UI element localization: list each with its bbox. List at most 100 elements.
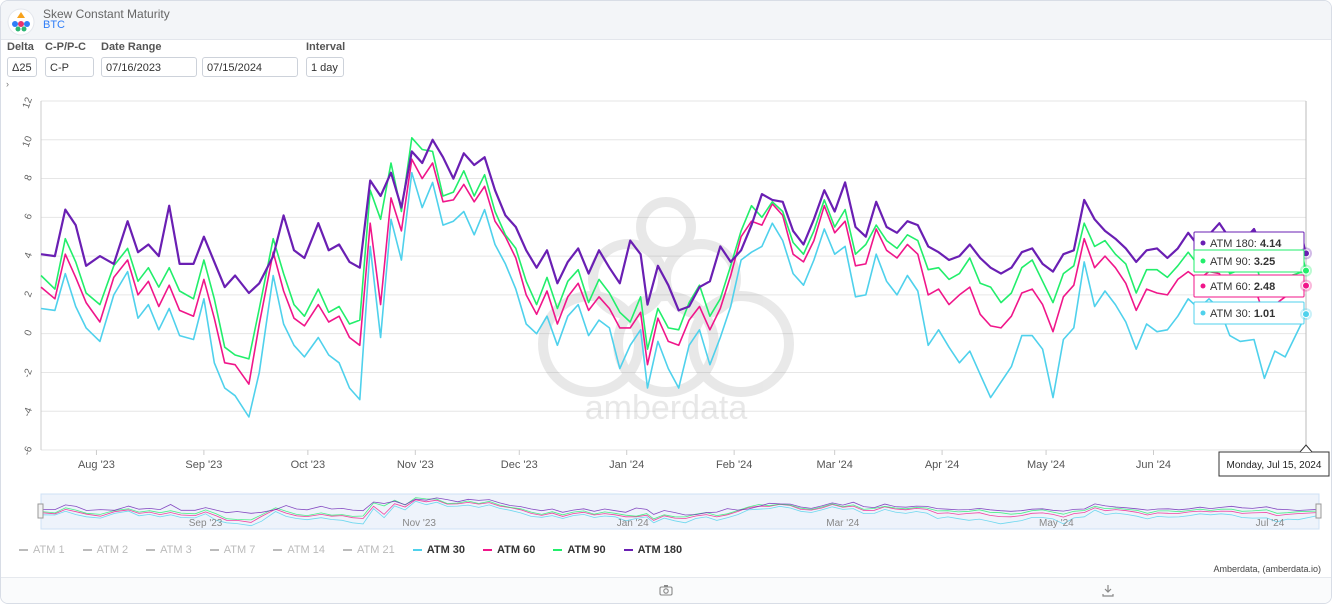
interval-select[interactable]: 1 day [306,57,344,77]
x-tick-label: Dec '23 [501,459,538,471]
tooltip-text: ATM 180: 4.14 [1210,238,1282,250]
amberdata-logo-icon [7,8,35,36]
x-tick-label: May '24 [1027,459,1065,471]
legend-swatch [273,549,283,551]
legend-item-atm-60[interactable]: ATM 60 [483,544,535,556]
legend-item-atm-30[interactable]: ATM 30 [412,544,466,556]
y-tick-label: 10 [21,134,35,149]
y-tick-label: -6 [22,444,36,457]
download-icon[interactable] [1101,584,1115,597]
navigator-label: Jan '24 [617,518,649,529]
widget-title: Skew Constant Maturity [43,7,170,21]
legend-swatch [209,549,219,551]
y-tick-label: 6 [23,212,35,221]
legend-item-atm-3[interactable]: ATM 3 [146,544,192,556]
date-range-control: Date Range 07/16/2023 07/15/2024 [101,41,298,77]
navigator-left-handle[interactable] [37,503,44,519]
legend-item-atm-90[interactable]: ATM 90 [553,544,606,556]
navigator-label: Jul '24 [1256,518,1285,529]
start-date-input[interactable]: 07/16/2023 [101,57,197,77]
navigator-series [40,500,1320,527]
skew-line-chart: amberdata 12 10 8 6 4 2 0 -2 -4 -6 Aug '23 Sep '23 O… [21,95,1330,530]
x-tick-label: Aug '23 [78,459,115,471]
legend-item-atm-180[interactable]: ATM 180 [623,544,682,556]
filter-controls: Delta Δ25 C-P/P-C C-P Date Range 07/16/2… [1,41,1331,81]
legend-item-atm-2[interactable]: ATM 2 [82,544,129,556]
legend-label: ATM 21 [357,544,395,556]
legend-swatch [483,549,493,551]
legend-swatch [82,549,92,551]
y-tick-label: 0 [23,328,35,337]
camera-icon[interactable] [659,584,673,596]
grid-lines [41,100,1306,451]
series-line-atm-90[interactable] [40,137,1307,360]
legend-label: ATM 14 [287,544,326,556]
legend-swatch [623,549,633,551]
navigator-label: May '24 [1039,518,1074,529]
delta-select[interactable]: Δ25 [7,57,37,77]
legend-item-atm-21[interactable]: ATM 21 [343,544,395,556]
legend-swatch [343,549,353,551]
navigator-series [40,497,1320,516]
interval-control: Interval 1 day [306,41,345,77]
x-tick-label: Jun '24 [1136,459,1171,471]
expand-controls-toggle[interactable]: › [6,79,9,89]
y-tick-label: 4 [23,251,35,260]
x-tick-label: Feb '24 [716,459,752,471]
tooltip-text: ATM 90: 3.25 [1210,256,1275,268]
x-tick-label: Apr '24 [925,459,960,471]
series-line-atm-180[interactable] [40,138,1307,312]
hover-marker [1302,266,1310,275]
series-lines [40,137,1307,418]
legend-label: ATM 30 [426,544,466,556]
hover-marker [1302,281,1310,290]
navigator-label: Mar '24 [826,518,859,529]
legend-swatch [412,549,422,551]
date-tooltip-text: Monday, Jul 15, 2024 [1227,460,1322,471]
legend-item-atm-7[interactable]: ATM 7 [209,544,255,556]
legend-label: ATM 2 [96,544,129,556]
legend-swatch [146,549,156,551]
x-tick-label: Jan '24 [609,459,644,471]
x-tick-label: Nov '23 [397,459,434,471]
watermark-text: amberdata [585,389,748,427]
cp-label: C-P/P-C [45,41,86,53]
legend-label: ATM 90 [567,544,606,556]
credits-link[interactable]: Amberdata, (amberdata.io) [1213,564,1321,574]
legend-swatch [553,549,563,551]
legend-item-atm-14[interactable]: ATM 14 [273,544,325,556]
tooltip-bullet [1200,240,1206,246]
navigator-label: Nov '23 [402,518,436,529]
navigator[interactable]: Sep '23 Nov '23 Jan '24 Mar '24 May '24 Jul '… [37,493,1322,530]
tooltip-bullet [1200,283,1206,289]
widget-footer [1,577,1331,603]
cp-select[interactable]: C-P [45,57,94,77]
legend-item-atm-1[interactable]: ATM 1 [19,544,65,556]
series-line-atm-30[interactable] [40,171,1307,418]
delta-control: Delta Δ25 [7,41,37,77]
series-line-atm-60[interactable] [40,158,1307,385]
axes: 12 10 8 6 4 2 0 -2 -4 -6 Aug '23 Sep '23 Oct '23 Nov … [21,95,1307,471]
navigator-selection[interactable] [40,493,1320,530]
x-tick-label: Oct '23 [291,459,326,471]
tooltip-bullet [1200,310,1206,316]
date-tooltip-box [1218,451,1330,477]
tooltip-bullet [1200,258,1206,264]
tooltip-box [1193,249,1305,273]
legend-label: ATM 60 [497,544,536,556]
delta-label: Delta [7,41,34,53]
widget-header: Skew Constant Maturity BTC [1,1,1331,40]
y-tick-label: 12 [21,95,35,110]
navigator-right-handle[interactable] [1315,503,1322,519]
date-tooltip-pointer [1299,444,1313,453]
navigator-series [40,499,1320,523]
hover-marker [1302,310,1310,319]
date-range-label: Date Range [101,41,162,53]
amberdata-watermark: amberdata [538,197,794,427]
legend: ATM 1 ATM 2 ATM 3 ATM 7 ATM 14 ATM 21 ATM 30 AT… [19,544,700,556]
y-tick-label: -4 [22,406,36,419]
interval-label: Interval [306,41,346,53]
legend-label: ATM 3 [160,544,192,556]
end-date-input[interactable]: 07/15/2024 [202,57,298,77]
